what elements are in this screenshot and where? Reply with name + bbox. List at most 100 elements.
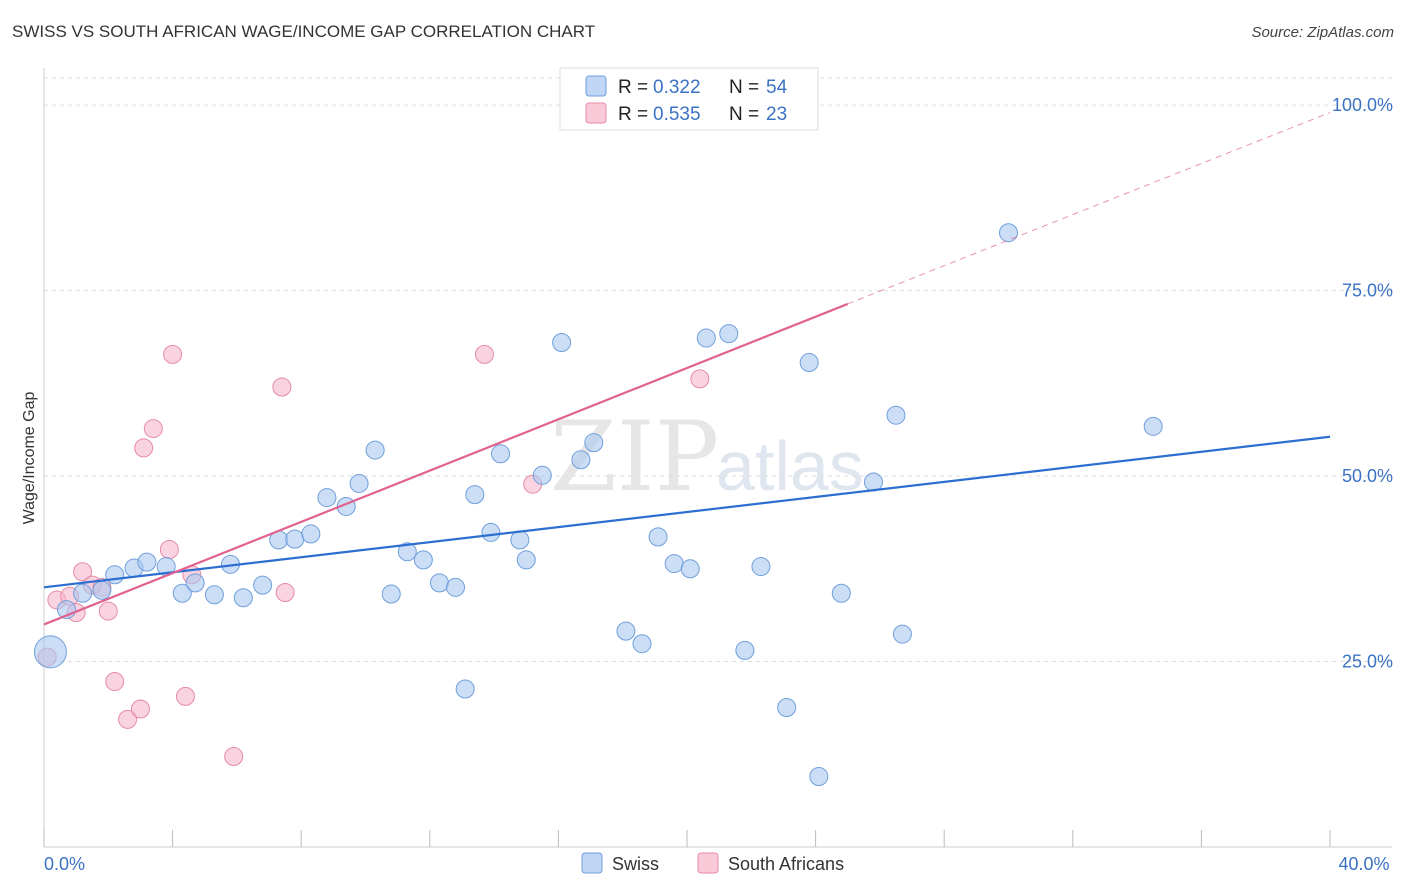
south-africans-point	[272, 377, 292, 397]
swiss-point	[664, 554, 684, 574]
swiss-point	[413, 550, 433, 570]
south-africans-point	[275, 583, 295, 603]
y-tick-label: 75.0%	[1342, 281, 1393, 301]
swiss-point	[680, 559, 700, 579]
legend-n-value-south-africans: 23	[766, 104, 787, 125]
swiss-point	[365, 440, 385, 460]
swiss-point	[809, 767, 829, 787]
swiss-point	[719, 324, 739, 344]
south-africans-point	[98, 601, 118, 621]
swiss-point	[491, 444, 511, 464]
south-africans-point	[224, 746, 244, 766]
swiss-point	[751, 557, 771, 577]
source-credit: Source: ZipAtlas.com	[1251, 24, 1394, 41]
south-africans-point	[130, 699, 150, 719]
swiss-point	[33, 635, 67, 669]
swiss-point	[1143, 416, 1163, 436]
swiss-point	[584, 433, 604, 453]
swiss-point	[648, 527, 668, 547]
south-africans-point	[73, 562, 93, 582]
swiss-point	[799, 353, 819, 373]
swiss-point	[616, 621, 636, 641]
bottom-legend-south-africans: South Africans	[728, 854, 844, 874]
south-africans-point	[159, 539, 179, 559]
swiss-point	[510, 530, 530, 550]
swiss-point	[696, 328, 716, 348]
y-tick-label: 25.0%	[1342, 652, 1393, 672]
y-axis-label: Wage/Income Gap	[21, 392, 38, 525]
legend-r-label-swiss: R =	[618, 77, 648, 98]
swiss-point	[253, 575, 273, 595]
swiss-point	[999, 223, 1018, 243]
trend-lines	[43, 112, 1331, 626]
south-africans-point	[134, 438, 154, 458]
series-swiss	[33, 223, 1163, 787]
swiss-point	[397, 542, 417, 562]
legend-r-label-south-africans: R =	[618, 104, 648, 125]
bottom-legend-swatch-south-africans	[697, 852, 719, 874]
y-tick-labels: 25.0% 50.0% 75.0% 100.0%	[1332, 95, 1393, 671]
swiss-point	[571, 450, 591, 470]
swiss-point	[516, 550, 536, 570]
trend-extension-south-africans	[847, 112, 1331, 305]
swiss-point	[172, 583, 192, 603]
y-tick-label: 100.0%	[1332, 95, 1393, 115]
swiss-point	[455, 679, 475, 699]
swiss-point	[892, 624, 912, 644]
swiss-point	[552, 333, 572, 353]
watermark-atlas: atlas	[716, 427, 864, 505]
legend: R = 0.322 N = 54 R = 0.535 N = 23	[559, 67, 819, 131]
swiss-point	[481, 522, 501, 542]
swiss-point	[863, 472, 883, 492]
swiss-point	[886, 405, 906, 425]
swiss-point	[317, 488, 337, 508]
swiss-point	[381, 584, 401, 604]
axes	[43, 68, 1392, 848]
south-africans-point	[474, 344, 494, 364]
swiss-point	[465, 485, 485, 505]
swiss-point	[301, 524, 321, 544]
swiss-point	[73, 583, 93, 603]
chart-title: SWISS VS SOUTH AFRICAN WAGE/INCOME GAP C…	[12, 22, 596, 41]
swiss-point	[349, 473, 369, 493]
swiss-point	[446, 577, 466, 597]
bottom-legend: Swiss South Africans	[581, 852, 844, 874]
swiss-point	[831, 583, 851, 603]
swiss-point	[429, 573, 449, 593]
legend-n-value-swiss: 54	[766, 77, 788, 98]
legend-swatch-south-africans	[585, 102, 607, 124]
legend-n-label-swiss: N =	[729, 77, 759, 98]
swiss-point	[92, 580, 112, 600]
south-africans-point	[143, 419, 163, 439]
x-tick-label: 0.0%	[44, 854, 85, 874]
y-tick-label: 50.0%	[1342, 466, 1393, 486]
swiss-point	[204, 585, 224, 605]
legend-n-label-south-africans: N =	[729, 104, 759, 125]
south-africans-point	[105, 672, 125, 692]
bottom-legend-swiss: Swiss	[612, 854, 659, 874]
gridlines	[44, 77, 1392, 663]
swiss-point	[532, 465, 552, 485]
south-africans-point	[163, 344, 183, 364]
south-africans-point	[690, 369, 710, 389]
bottom-legend-swatch-swiss	[581, 852, 603, 874]
legend-r-value-south-africans: 0.535	[653, 104, 701, 125]
swiss-point	[777, 698, 797, 718]
legend-swatch-swiss	[585, 75, 607, 97]
trend-line-swiss	[43, 435, 1331, 589]
south-africans-point	[118, 709, 138, 729]
swiss-point	[233, 588, 253, 608]
swiss-point	[105, 565, 125, 585]
legend-r-value-swiss: 0.322	[653, 77, 701, 98]
swiss-point	[137, 552, 157, 572]
swiss-point	[735, 640, 755, 660]
swiss-point	[185, 573, 205, 593]
x-ticks	[43, 830, 1331, 847]
swiss-point	[285, 529, 305, 549]
x-tick-label: 40.0%	[1338, 854, 1389, 874]
south-africans-point	[175, 686, 195, 706]
x-tick-labels: 0.0% 40.0%	[44, 854, 1390, 874]
swiss-point	[632, 634, 652, 654]
trend-line-south-africans	[43, 302, 849, 626]
